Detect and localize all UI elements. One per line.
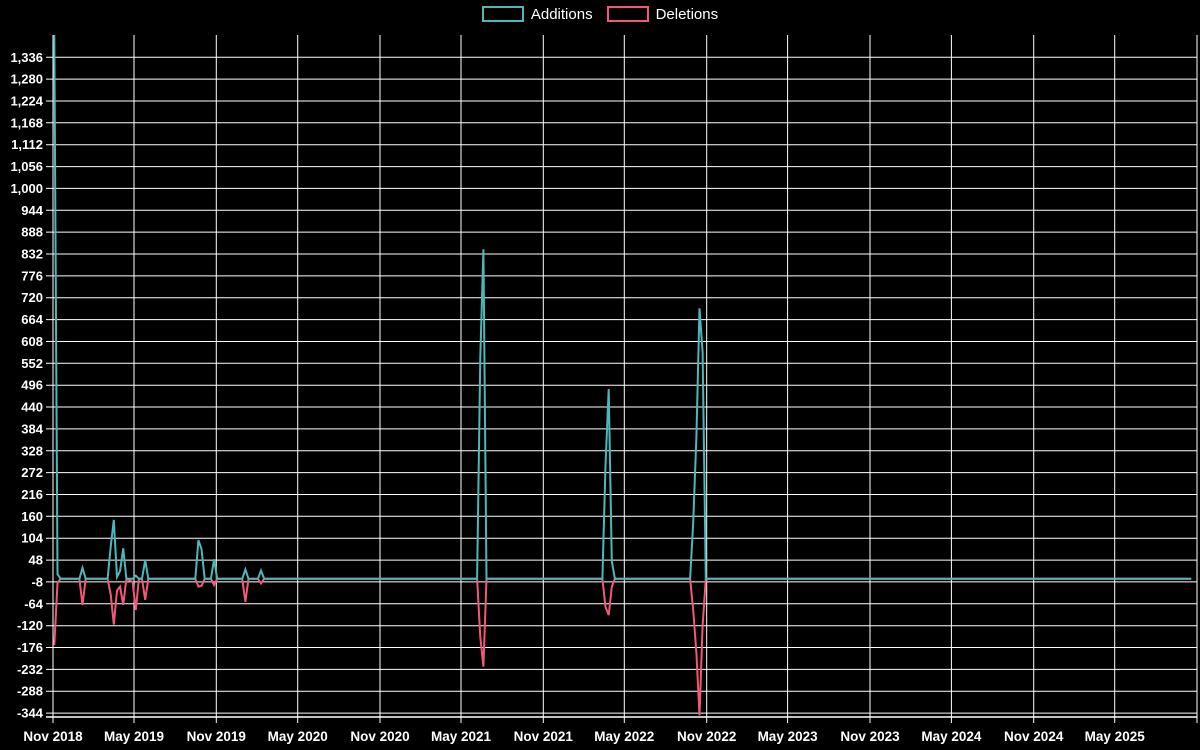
svg-text:160: 160 [21, 509, 43, 524]
svg-text:496: 496 [21, 378, 43, 393]
svg-text:May 2024: May 2024 [921, 729, 982, 744]
svg-text:May 2025: May 2025 [1085, 729, 1146, 744]
svg-text:552: 552 [21, 356, 43, 371]
svg-text:1,336: 1,336 [10, 50, 43, 65]
svg-text:1,112: 1,112 [11, 137, 43, 152]
svg-text:Nov 2019: Nov 2019 [187, 729, 246, 744]
svg-text:608: 608 [21, 334, 43, 349]
svg-text:272: 272 [21, 465, 43, 480]
svg-text:Nov 2024: Nov 2024 [1004, 729, 1064, 744]
legend-item-deletions[interactable]: Deletions [606, 5, 719, 23]
svg-text:-232: -232 [17, 662, 43, 677]
svg-text:48: 48 [29, 553, 43, 568]
gridlines [46, 35, 1198, 723]
x-axis-labels: Nov 2018 May 2019 Nov 2019 May 2020 Nov 2020… [23, 729, 1145, 744]
y-axis-labels: 1,336 1,280 1,224 1,168 1,112 1,056 1,000 944 88… [10, 50, 43, 721]
svg-text:Nov 2023: Nov 2023 [840, 729, 900, 744]
svg-text:384: 384 [21, 421, 43, 436]
svg-text:-176: -176 [17, 640, 43, 655]
svg-text:1,000: 1,000 [10, 181, 43, 196]
deletions-line [53, 577, 1192, 716]
svg-text:May 2019: May 2019 [104, 729, 164, 744]
svg-text:May 2022: May 2022 [594, 729, 654, 744]
svg-text:944: 944 [21, 203, 43, 218]
svg-text:May 2021: May 2021 [431, 729, 492, 744]
svg-text:-64: -64 [24, 596, 44, 611]
additions-line [53, 34, 1192, 581]
svg-text:-344: -344 [17, 706, 44, 721]
svg-text:440: 440 [21, 400, 43, 415]
svg-text:-288: -288 [17, 684, 43, 699]
svg-text:216: 216 [21, 487, 43, 502]
deletions-legend-label: Deletions [655, 5, 719, 23]
svg-text:Nov 2021: Nov 2021 [514, 729, 574, 744]
legend-item-additions[interactable]: Additions [481, 5, 593, 23]
svg-text:664: 664 [21, 312, 43, 327]
deletions-swatch-icon [606, 6, 649, 22]
svg-text:104: 104 [21, 531, 43, 546]
additions-swatch-icon [481, 6, 524, 22]
svg-text:Nov 2018: Nov 2018 [23, 729, 83, 744]
svg-text:328: 328 [21, 443, 43, 458]
svg-text:1,168: 1,168 [10, 115, 43, 130]
svg-text:May 2023: May 2023 [758, 729, 819, 744]
svg-text:-120: -120 [17, 618, 43, 633]
svg-text:1,224: 1,224 [10, 94, 43, 109]
svg-text:720: 720 [21, 290, 43, 305]
svg-text:1,280: 1,280 [10, 72, 43, 87]
svg-text:May 2020: May 2020 [268, 729, 328, 744]
svg-text:Nov 2020: Nov 2020 [350, 729, 409, 744]
svg-text:Nov 2022: Nov 2022 [677, 729, 736, 744]
svg-text:888: 888 [21, 225, 43, 240]
svg-text:832: 832 [21, 247, 43, 262]
chart-legend: Additions Deletions [0, 6, 1200, 22]
additions-legend-label: Additions [530, 5, 593, 23]
svg-text:776: 776 [21, 268, 43, 283]
svg-text:-8: -8 [31, 574, 43, 589]
svg-text:1,056: 1,056 [10, 159, 43, 174]
